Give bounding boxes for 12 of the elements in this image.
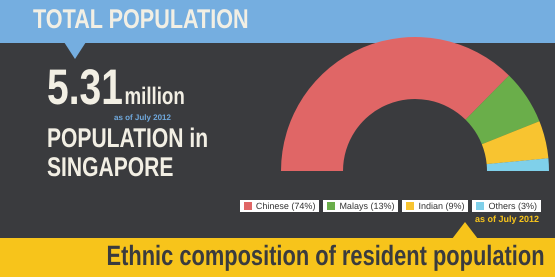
text: POPULATION in bbox=[47, 123, 208, 153]
text: 5.31 bbox=[47, 59, 123, 115]
legend-label: Chinese (74%) bbox=[256, 201, 316, 211]
text: as of July 2012 bbox=[474, 214, 539, 224]
text: as of July 2012 bbox=[114, 113, 171, 122]
text: million bbox=[124, 83, 185, 110]
text: SINGAPORE bbox=[47, 152, 174, 182]
legend-label: Malays (13%) bbox=[339, 201, 394, 211]
chart-title: TOTAL POPULATION bbox=[33, 4, 249, 35]
legend-label: Indian (9%) bbox=[418, 201, 464, 211]
legend-label: Others (3%) bbox=[488, 201, 537, 211]
text: Ethnic composition of resident population bbox=[106, 240, 545, 272]
